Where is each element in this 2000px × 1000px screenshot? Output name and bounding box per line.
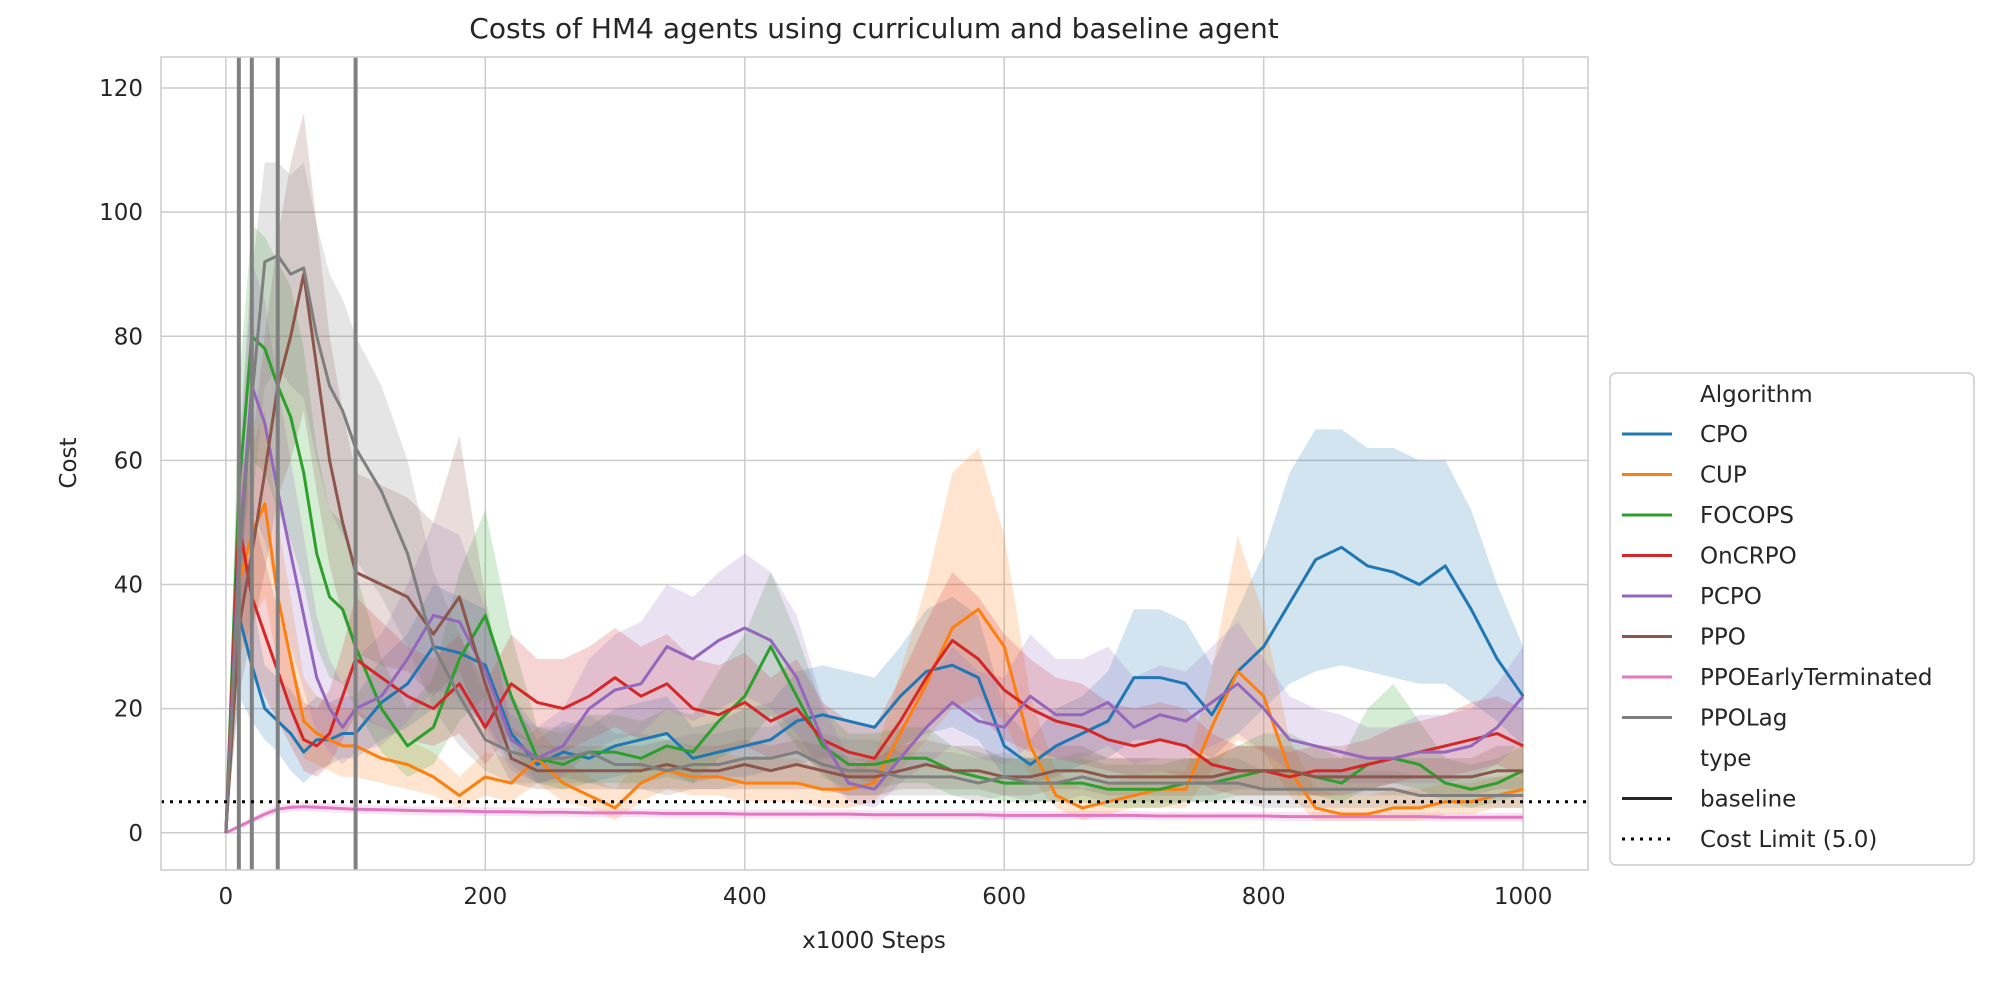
x-tick-label: 600 xyxy=(982,884,1026,910)
legend-box xyxy=(1609,372,1975,866)
x-tick-label: 400 xyxy=(723,884,767,910)
legend-label-cup: CUP xyxy=(1700,463,1747,489)
tick-labels: 0 200 400 600 800 1000 0 20 40 60 80 100 120 xyxy=(99,76,1552,910)
legend-entries: CPO CUP FOCOPS OnCRPO PCPO PPO PPOEarlyTermina… xyxy=(1622,422,1933,732)
line-ppolag xyxy=(224,254,1524,833)
chart-title: Costs of HM4 agents using curriculum and… xyxy=(469,12,1278,45)
legend-label-cpo: CPO xyxy=(1700,422,1748,448)
line-ppoearlyterminated xyxy=(225,805,1524,835)
y-axis-label: Cost xyxy=(56,437,82,488)
legend-title-type: type xyxy=(1700,746,1751,772)
band-focops xyxy=(225,224,1524,833)
grid xyxy=(161,57,1588,870)
x-tick-label: 0 xyxy=(219,884,234,910)
x-tick-label: 800 xyxy=(1242,884,1286,910)
curriculum-vertical-lines xyxy=(236,57,358,870)
legend: Algorithm CPO CUP FOCOPS OnCRPO PCPO PPO PPOEa… xyxy=(1609,372,1975,866)
y-tick-label: 60 xyxy=(114,448,143,474)
legend-label-focops: FOCOPS xyxy=(1700,503,1794,529)
legend-label-ppolag: PPOLag xyxy=(1700,706,1787,732)
line-ppo xyxy=(224,272,1524,833)
legend-label-ppo: PPO xyxy=(1700,625,1746,651)
y-tick-label: 40 xyxy=(114,573,143,599)
y-tick-label: 80 xyxy=(114,324,143,350)
x-axis-label: x1000 Steps xyxy=(802,928,946,954)
y-tick-label: 100 xyxy=(99,200,143,226)
legend-label-baseline: baseline xyxy=(1700,787,1796,813)
band-cup xyxy=(225,410,1524,833)
y-tick-label: 120 xyxy=(99,76,143,102)
confidence-bands xyxy=(225,112,1524,833)
band-cpo xyxy=(225,429,1524,833)
band-pcpo xyxy=(225,261,1524,833)
x-tick-label: 200 xyxy=(463,884,507,910)
line-cup xyxy=(224,502,1524,833)
legend-label-ppoearlyterminated: PPOEarlyTerminated xyxy=(1700,665,1933,691)
band-ppo xyxy=(225,112,1524,833)
band-ppoearlyterminated xyxy=(225,802,1524,833)
band-oncrpo xyxy=(225,429,1524,833)
legend-title-algorithm: Algorithm xyxy=(1700,382,1813,408)
legend-label-oncrpo: OnCRPO xyxy=(1700,544,1797,570)
series-lines xyxy=(224,254,1525,835)
legend-label-cost-limit: Cost Limit (5.0) xyxy=(1700,827,1877,853)
y-tick-label: 20 xyxy=(114,697,143,723)
line-pcpo xyxy=(224,384,1525,833)
y-tick-label: 0 xyxy=(128,821,143,847)
legend-label-pcpo: PCPO xyxy=(1700,584,1762,610)
plot-frame xyxy=(160,56,1589,871)
x-tick-label: 1000 xyxy=(1494,884,1553,910)
line-oncrpo xyxy=(224,521,1524,833)
